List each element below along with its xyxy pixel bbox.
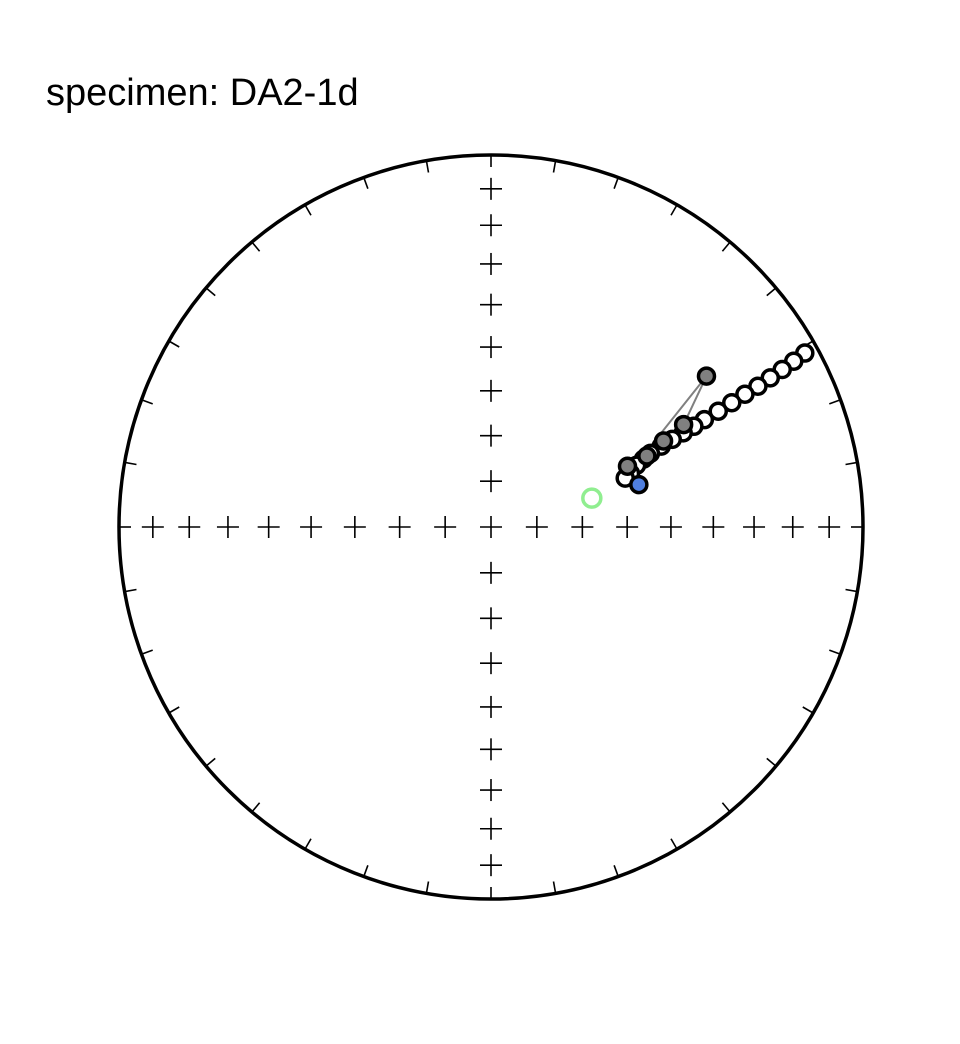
rim-tick [613, 865, 619, 877]
rim-tick [124, 461, 137, 466]
rim-tick [363, 865, 369, 877]
rim-tick [141, 399, 153, 405]
mean-direction [581, 487, 603, 509]
rim-tick [766, 287, 777, 297]
demag-point-22 [637, 446, 657, 466]
demag-point-19 [696, 366, 717, 386]
rim-tick [251, 802, 261, 813]
rim-tick [205, 757, 216, 767]
demag-point-20 [673, 414, 694, 435]
demag-points [615, 343, 815, 495]
rim-tick [205, 287, 216, 297]
rim-tick [141, 649, 153, 655]
chart-title: specimen: DA2-1d [46, 72, 359, 114]
rim-tick [425, 881, 430, 894]
rim-tick [168, 340, 180, 348]
rim-tick [845, 461, 858, 466]
mean-direction-marker [581, 487, 603, 509]
rim-tick [168, 706, 180, 714]
net-ticks [119, 155, 863, 899]
rim-tick [721, 802, 731, 813]
stereonet-circle [117, 153, 865, 901]
rim-tick [552, 160, 557, 173]
demag-point-21 [653, 431, 674, 451]
rim-tick [251, 241, 261, 252]
demag-point-6 [735, 384, 755, 405]
rim-tick [425, 160, 430, 173]
rim-tick [829, 649, 841, 655]
rim-tick [304, 204, 312, 216]
rim-tick [613, 177, 619, 189]
rim-tick [721, 241, 731, 252]
rim-tick [670, 838, 678, 850]
rim-tick [363, 177, 369, 189]
demag-point-8 [708, 401, 729, 421]
demag-point-7 [722, 392, 742, 413]
rim-tick [552, 881, 557, 894]
rim-tick [304, 838, 312, 850]
rim-tick [124, 588, 137, 593]
rim-tick [766, 757, 777, 767]
demag-point-23 [617, 456, 638, 476]
rim-tick [802, 706, 814, 714]
rim-tick [829, 399, 841, 405]
rim-tick [845, 588, 858, 593]
demag-point-24 [629, 474, 649, 495]
rim-tick [670, 204, 678, 216]
